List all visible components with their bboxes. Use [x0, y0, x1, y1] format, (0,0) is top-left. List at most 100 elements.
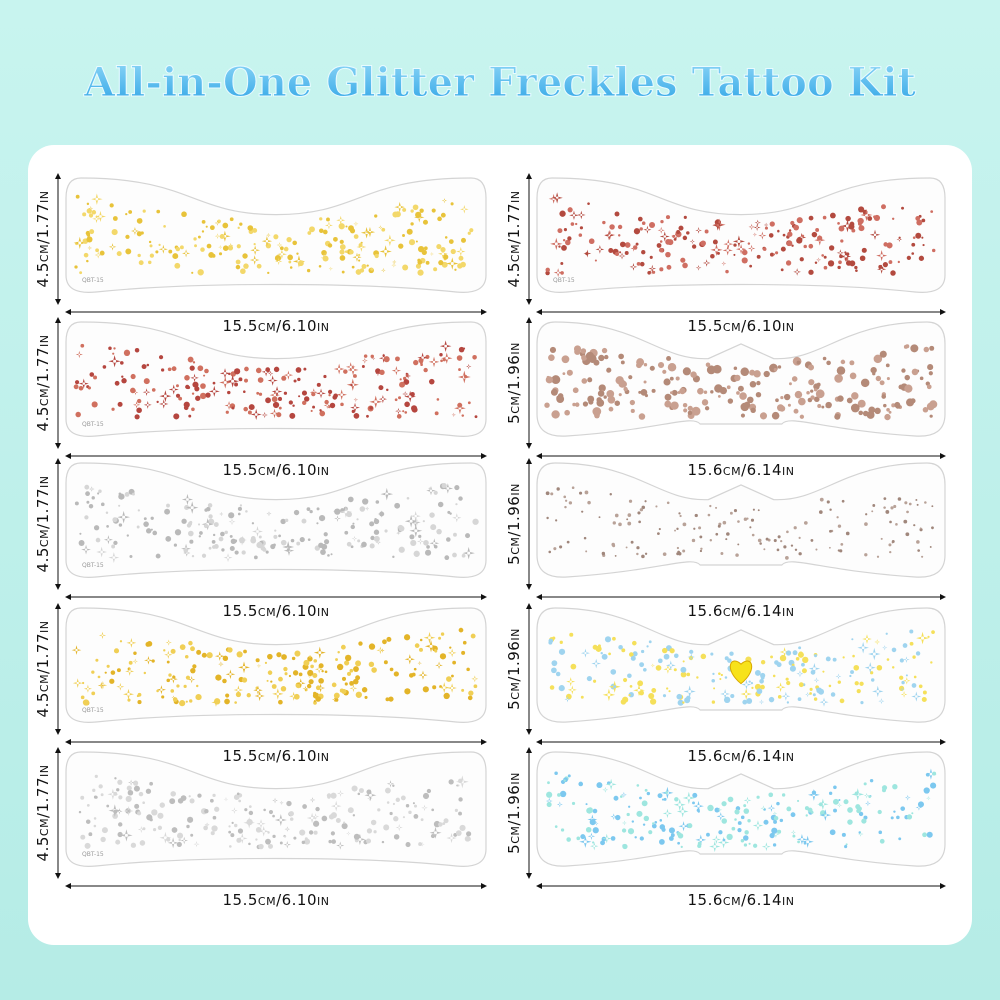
- glitter-dot: [574, 402, 580, 407]
- glitter-dot: [248, 810, 254, 816]
- glitter-dot: [313, 701, 317, 705]
- glitter-dot: [579, 226, 584, 230]
- glitter-dot: [247, 410, 252, 415]
- glitter-dot: [750, 407, 756, 414]
- glitter-dot: [560, 261, 564, 265]
- glitter-dot: [88, 213, 94, 218]
- glitter-dot: [712, 239, 718, 245]
- glitter-dot: [899, 658, 904, 663]
- glitter-dot: [324, 258, 327, 261]
- glitter-dot: [340, 644, 346, 650]
- glitter-dot: [682, 262, 688, 269]
- glitter-dot: [706, 832, 710, 837]
- glitter-dot: [444, 555, 450, 561]
- glitter-dot: [777, 829, 782, 834]
- glitter-dot: [829, 529, 832, 533]
- glitter-dot: [85, 491, 90, 497]
- glitter-star: [754, 219, 761, 226]
- glitter-dot: [467, 231, 471, 235]
- glitter-dot: [876, 664, 883, 671]
- glitter-dot: [709, 539, 713, 542]
- glitter-dot: [875, 375, 882, 382]
- glitter-dot: [733, 243, 737, 247]
- glitter-dot: [581, 354, 588, 361]
- glitter-dot: [286, 545, 290, 548]
- glitter-dot: [786, 701, 790, 704]
- glitter-dot: [851, 392, 859, 400]
- glitter-dot: [474, 415, 478, 419]
- glitter-dot: [408, 810, 412, 815]
- glitter-dot: [309, 509, 313, 514]
- glitter-dot: [393, 816, 399, 822]
- glitter-dot: [308, 655, 312, 658]
- glitter-dot: [701, 399, 709, 406]
- glitter-dot: [181, 211, 187, 218]
- glitter-dot: [353, 833, 360, 840]
- glitter-dot: [133, 651, 137, 655]
- glitter-dot: [238, 799, 242, 803]
- glitter-dot: [630, 408, 635, 414]
- glitter-dot: [697, 387, 704, 395]
- glitter-dot: [458, 368, 461, 371]
- glitter-star: [274, 813, 287, 826]
- glitter-dot: [854, 681, 859, 686]
- glitter-dot: [794, 390, 803, 399]
- glitter-dot: [564, 499, 568, 502]
- glitter-dot: [849, 360, 855, 366]
- glitter-dot: [455, 503, 458, 506]
- glitter-star: [741, 679, 752, 690]
- glitter-star: [181, 493, 194, 506]
- glitter-dot: [557, 228, 563, 234]
- glitter-dot: [386, 636, 392, 642]
- glitter-dot: [341, 270, 345, 274]
- glitter-dot: [922, 407, 929, 413]
- glitter-dot: [355, 660, 362, 667]
- glitter-dot: [612, 521, 616, 525]
- glitter-star: [336, 841, 345, 850]
- glitter-dot: [82, 212, 87, 217]
- glitter-dot: [859, 681, 864, 686]
- glitter-dot: [84, 515, 89, 520]
- glitter-star: [208, 385, 220, 397]
- glitter-dot: [410, 222, 414, 226]
- glitter-dot: [692, 801, 695, 805]
- glitter-dot: [556, 487, 560, 491]
- glitter-dot: [150, 516, 154, 520]
- glitter-dot: [133, 785, 140, 792]
- glitter-dot: [836, 366, 846, 375]
- glitter-dot: [132, 492, 135, 496]
- glitter-dot: [268, 843, 273, 849]
- glitter-dot: [913, 524, 916, 527]
- glitter-dot: [316, 522, 319, 525]
- glitter-dot: [746, 517, 749, 520]
- glitter-dot: [190, 667, 196, 674]
- glitter-dot: [369, 406, 373, 410]
- glitter-star: [214, 233, 221, 239]
- glitter-star: [185, 501, 199, 514]
- glitter-dot: [709, 504, 712, 508]
- glitter-star: [761, 842, 771, 852]
- glitter-dot: [191, 554, 195, 558]
- glitter-dot: [813, 383, 820, 390]
- glitter-dot: [213, 698, 221, 705]
- glitter-dot: [195, 693, 202, 701]
- glitter-dot: [806, 390, 810, 395]
- glitter-dot: [551, 410, 560, 419]
- glitter-star: [225, 669, 236, 680]
- glitter-dot: [619, 251, 622, 254]
- glitter-dot: [333, 236, 338, 242]
- glitter-dot: [911, 252, 915, 255]
- glitter-dot: [119, 640, 123, 643]
- glitter-dot: [750, 682, 754, 685]
- glitter-dot: [402, 264, 409, 271]
- glitter-dot: [661, 798, 665, 801]
- glitter-star: [378, 225, 383, 230]
- glitter-star: [442, 483, 454, 494]
- glitter-dot: [659, 824, 666, 830]
- glitter-dot: [158, 243, 161, 246]
- glitter-dot: [762, 247, 767, 251]
- glitter-dot: [283, 246, 289, 252]
- glitter-dot: [313, 830, 318, 835]
- glitter-dot: [659, 839, 665, 845]
- glitter-dot: [307, 656, 313, 662]
